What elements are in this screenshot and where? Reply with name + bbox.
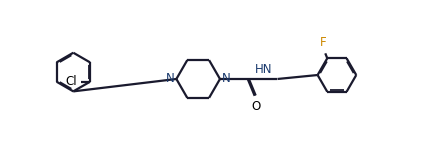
Text: F: F	[320, 36, 327, 49]
Text: Cl: Cl	[65, 75, 77, 88]
Text: O: O	[251, 100, 260, 113]
Text: N: N	[166, 73, 175, 86]
Text: N: N	[221, 73, 230, 86]
Text: HN: HN	[255, 63, 272, 76]
